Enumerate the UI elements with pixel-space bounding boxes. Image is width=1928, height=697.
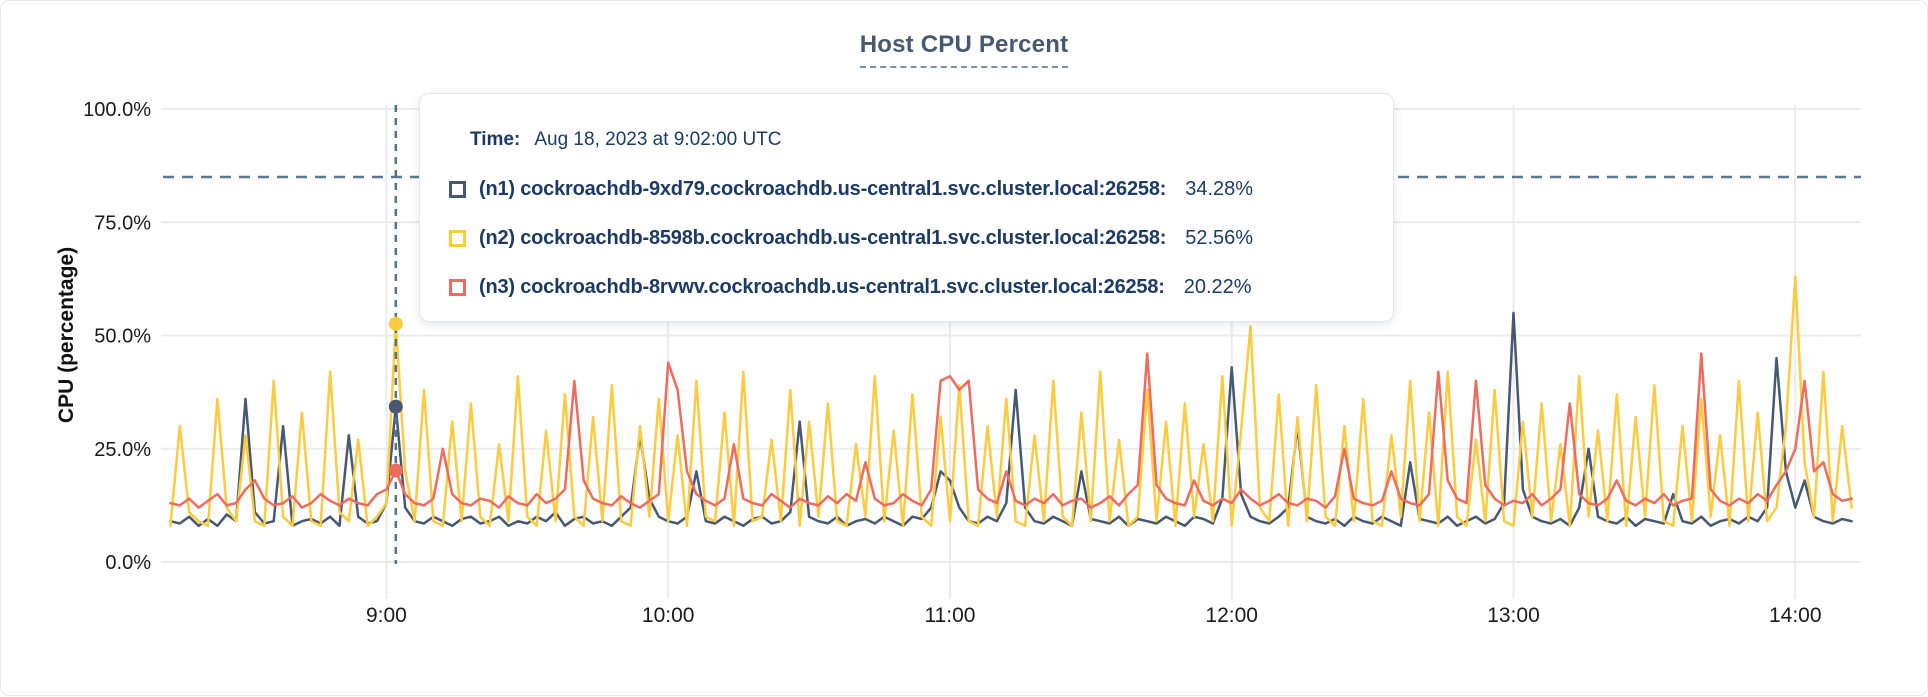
tooltip-time-row: Time: Aug 18, 2023 at 9:02:00 UTC [470,129,1393,151]
y-tick-label: 100.0% [83,99,151,121]
y-tick-label: 0.0% [105,552,151,574]
tooltip-series-row: (n2) cockroachdb-8598b.cockroachdb.us-ce… [449,227,1393,249]
hover-dot-n2 [388,316,403,331]
tooltip-series-label: (n3) cockroachdb-8rvwv.cockroachdb.us-ce… [479,275,1165,298]
y-tick-label: 75.0% [94,212,151,234]
tooltip-series-value: 34.28% [1185,177,1254,200]
tooltip-time-label: Time: [470,129,521,150]
series-n2-swatch-icon [449,229,466,247]
tooltip-time-value: Aug 18, 2023 at 9:02:00 UTC [534,129,782,150]
hover-tooltip: Time: Aug 18, 2023 at 9:02:00 UTC (n1) co… [419,93,1394,322]
x-tick-label: 14:00 [1769,604,1822,627]
tooltip-series-label: (n2) cockroachdb-8598b.cockroachdb.us-ce… [479,226,1167,249]
series-n1-swatch-icon [449,180,466,198]
x-tick-label: 13:00 [1487,604,1540,627]
chart-title-wrap: Host CPU Percent [1,31,1927,68]
hover-dot-n1 [388,399,403,414]
tooltip-series-row: (n3) cockroachdb-8rvwv.cockroachdb.us-ce… [449,276,1393,298]
series-n3-swatch-icon [449,278,466,296]
tooltip-series-value: 20.22% [1183,275,1252,298]
x-tick-label: 9:00 [366,604,407,627]
y-tick-label: 25.0% [94,439,151,461]
chart-title[interactable]: Host CPU Percent [859,31,1069,68]
hover-dot-n3 [388,463,403,478]
tooltip-series-row: (n1) cockroachdb-9xd79.cockroachdb.us-ce… [449,178,1393,200]
x-tick-label: 10:00 [642,604,695,627]
x-tick-label: 11:00 [924,604,975,627]
series-line-n3[interactable] [169,352,1853,509]
y-tick-label: 50.0% [94,326,151,348]
tooltip-series-label: (n1) cockroachdb-9xd79.cockroachdb.us-ce… [479,177,1167,200]
series-line-n2[interactable] [169,275,1853,528]
tooltip-series-value: 52.56% [1185,226,1254,249]
x-tick-label: 12:00 [1205,604,1258,627]
